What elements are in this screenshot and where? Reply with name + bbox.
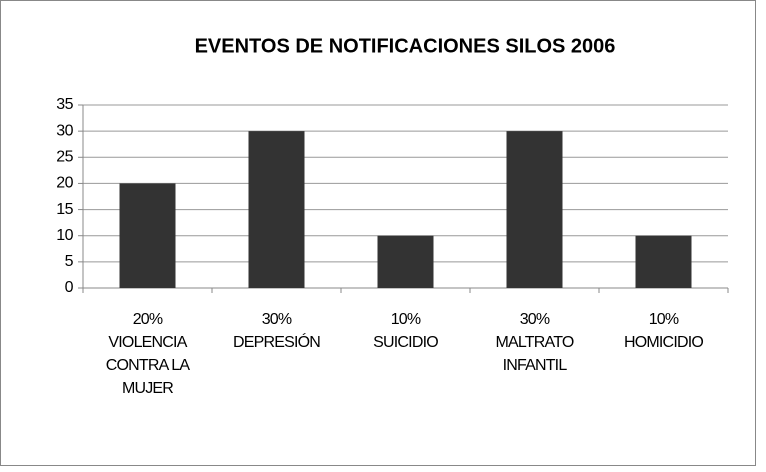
bar: [119, 183, 176, 288]
y-tick-label: 35: [56, 96, 73, 113]
bar: [506, 131, 563, 288]
y-tick-label: 10: [56, 227, 73, 244]
x-tick-label: 30% DEPRESIÓN: [232, 311, 321, 351]
x-tick-label: 30% MALTRATO INFANTIL: [495, 311, 574, 374]
x-tick-label: 10% HOMICIDIO: [623, 311, 704, 351]
y-tick-label: 25: [56, 149, 73, 166]
bar: [635, 235, 692, 288]
x-tick-label: 20% VIOLENCIA CONTRA LA MUJER: [105, 311, 190, 397]
y-tick-label: 0: [65, 279, 74, 296]
x-tick-label: 10% SUICIDIO: [373, 311, 439, 351]
y-tick-label: 5: [65, 253, 74, 270]
chart-title: EVENTOS DE NOTIFICACIONES SILOS 2006: [195, 35, 616, 57]
bar: [377, 235, 434, 288]
y-tick-label: 20: [56, 175, 73, 192]
y-tick-label: 15: [56, 201, 73, 218]
y-tick-label: 30: [56, 122, 73, 139]
bar: [248, 131, 305, 288]
